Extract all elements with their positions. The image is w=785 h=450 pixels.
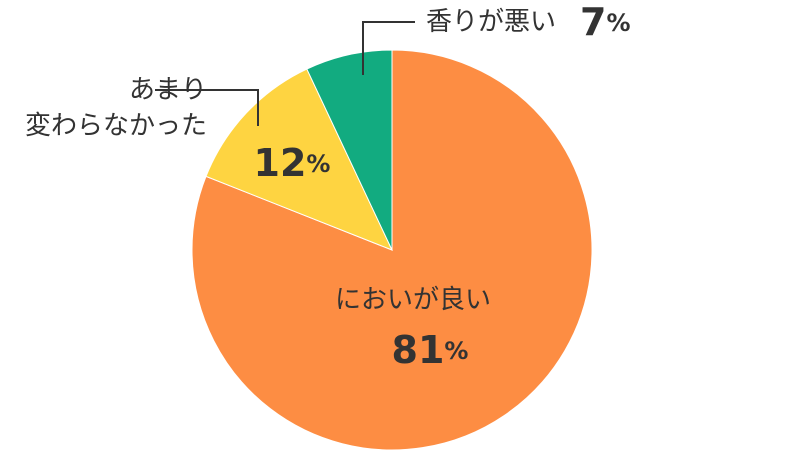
value-label: 12% bbox=[254, 141, 331, 185]
category-label: 香りが悪い bbox=[426, 7, 557, 37]
pie-slice bbox=[205, 68, 393, 251]
leader-line bbox=[155, 89, 259, 126]
category-label: あまり 変わらなかった bbox=[24, 75, 207, 141]
category-label: においが良い bbox=[335, 285, 492, 315]
value-label: 7% bbox=[580, 0, 631, 44]
leader-line bbox=[362, 21, 415, 75]
pie-slice bbox=[306, 49, 393, 251]
value-label: 81% bbox=[392, 328, 469, 372]
